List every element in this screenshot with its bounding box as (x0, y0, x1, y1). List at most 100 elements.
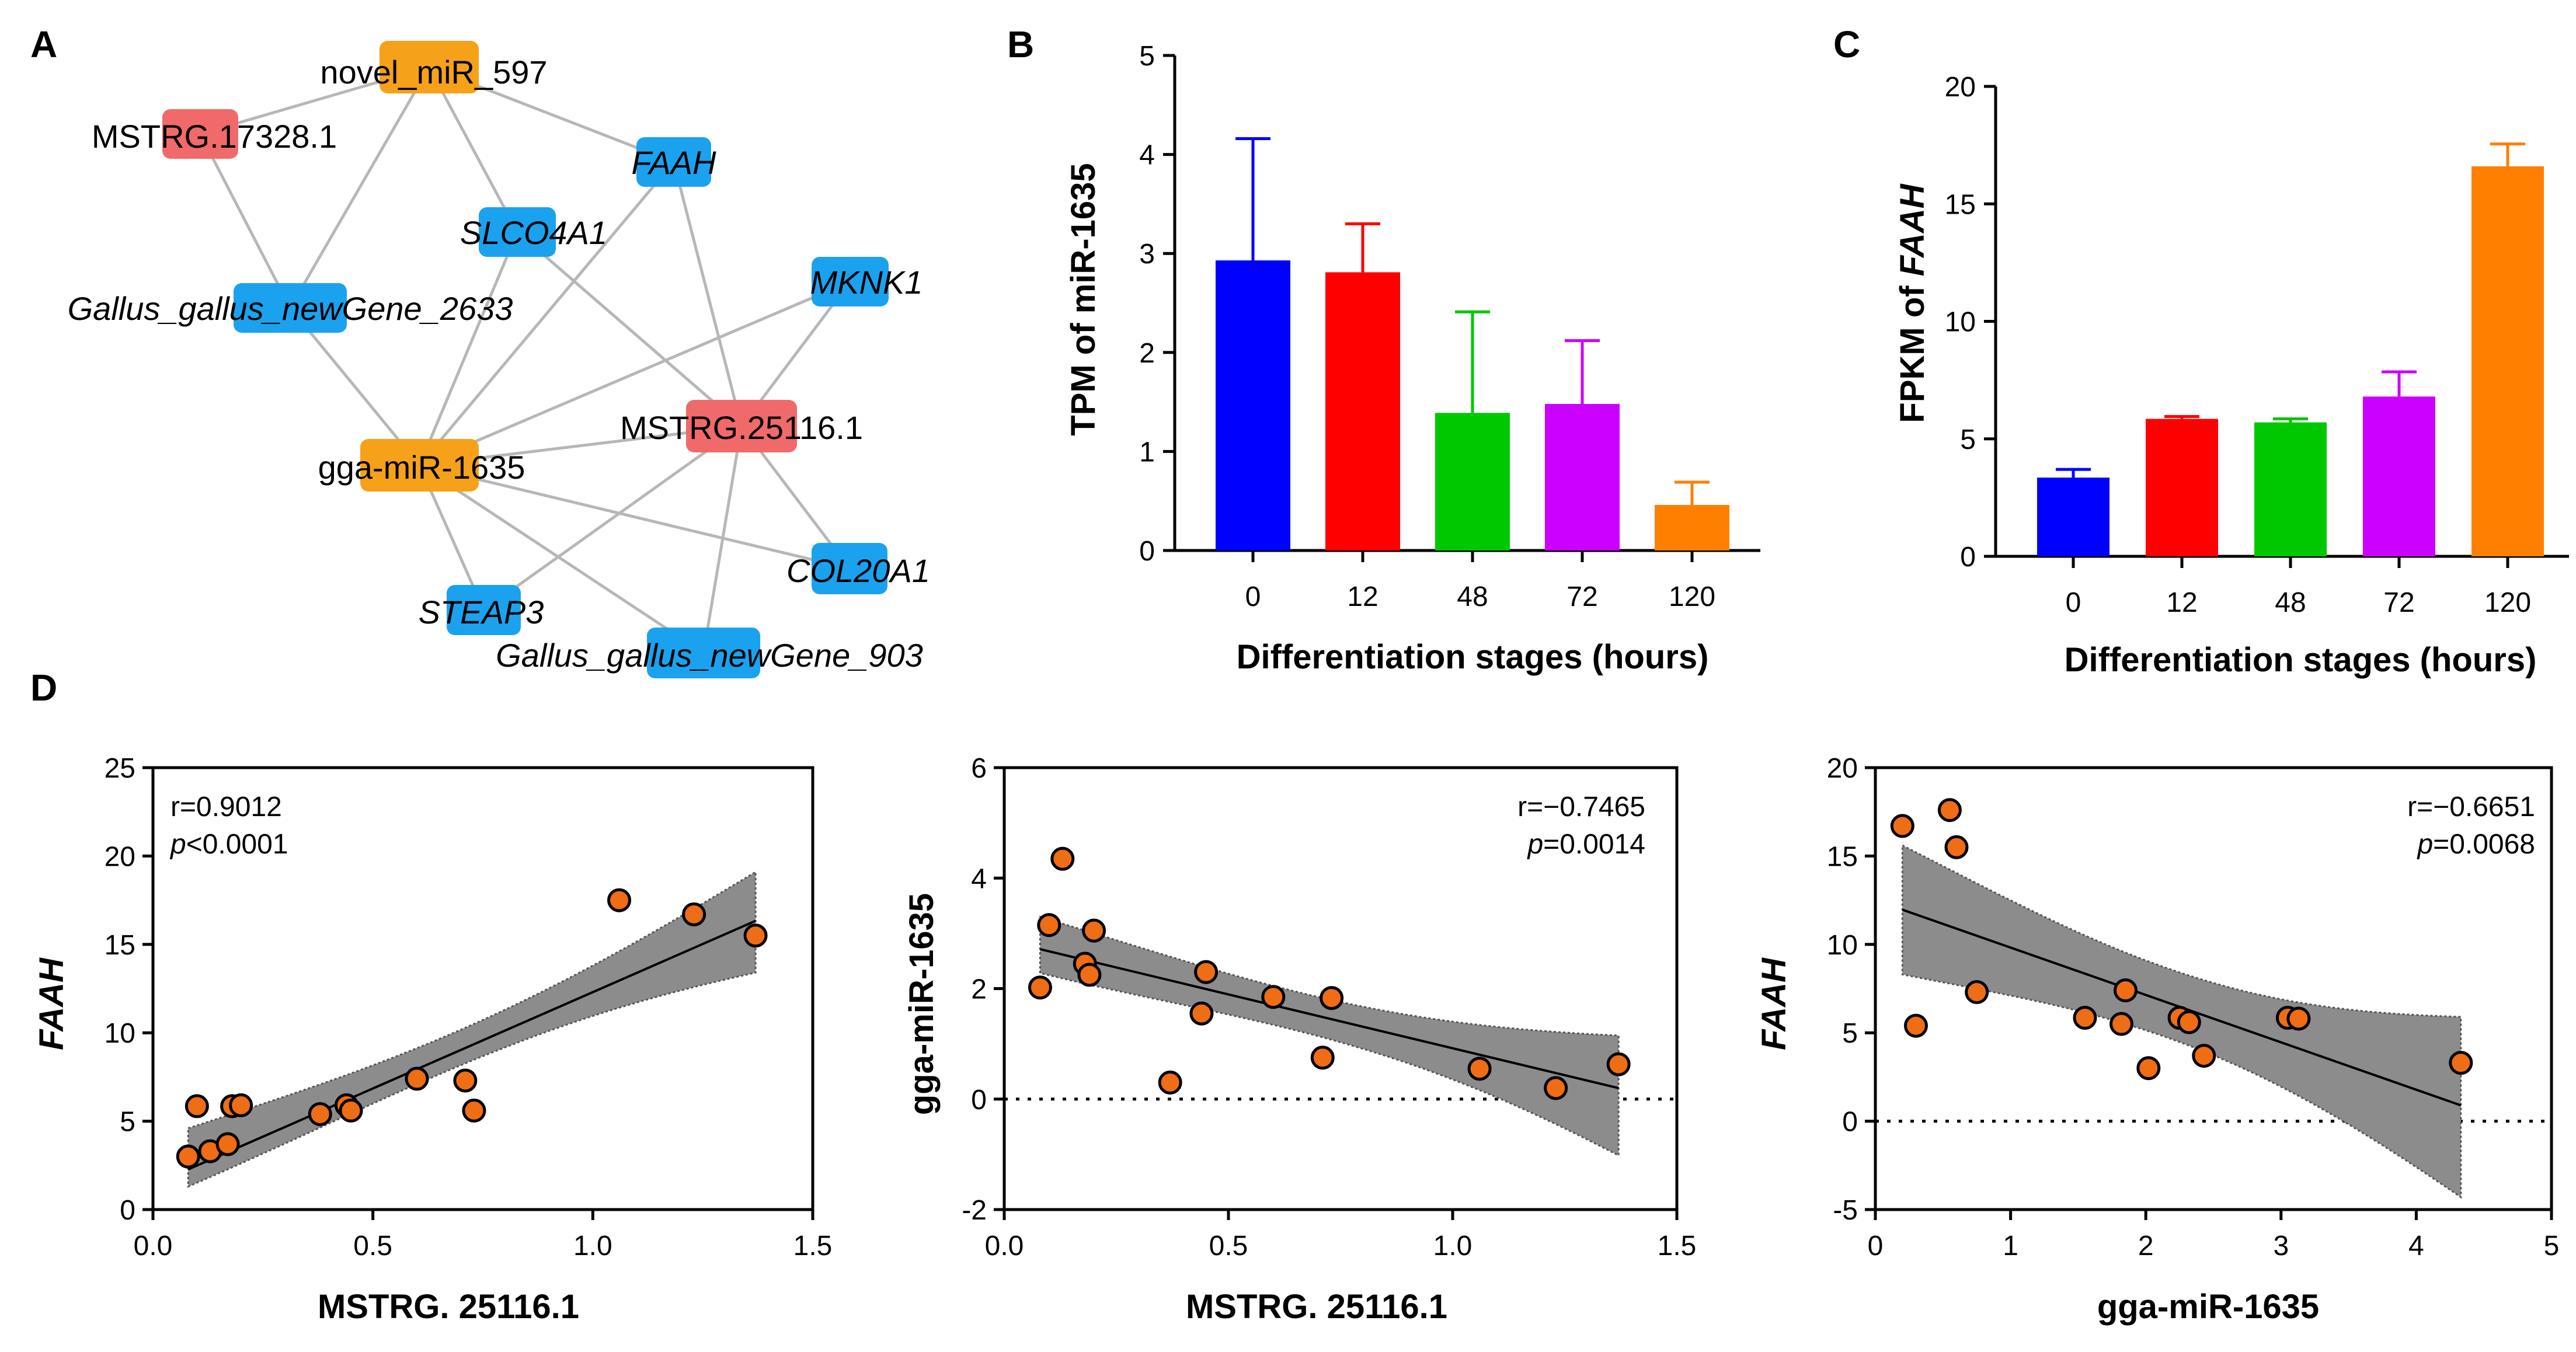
data-point (2286, 1006, 2311, 1031)
data-point (2136, 1056, 2161, 1081)
data-point (1544, 1076, 1568, 1100)
network-node-box (647, 628, 760, 678)
data-point (743, 924, 768, 948)
panel-label-d: D (30, 667, 57, 709)
x-tick-label: 4 (2408, 1231, 2424, 1262)
x-tick-label: 1.0 (573, 1231, 612, 1262)
network-node-label: COL20A1 (786, 552, 930, 589)
network-node-label: Gallus_gallus_newGene_2633 (68, 290, 513, 327)
data-point (1050, 846, 1075, 871)
y-tick-label: 3 (1139, 239, 1155, 270)
network-node-box (479, 207, 556, 257)
chart-d2-stat-p: p=0.0014 (1526, 829, 1645, 860)
plot-frame (151, 766, 814, 1211)
x-tick-label: 0.5 (353, 1231, 392, 1262)
network-nodes: novel_miR_597 MSTRG.17328.1 FAAH SLCO4A1 MKN… (68, 41, 930, 678)
data-point (1158, 1070, 1182, 1095)
network-node-label: gga-miR-1635 (318, 449, 525, 486)
data-point (1467, 1057, 1492, 1081)
y-tick-label: 25 (105, 753, 135, 784)
chart-d3-stat-r: r=−0.6651 (2407, 792, 2535, 823)
y-tick-label: 4 (1139, 140, 1155, 171)
data-point (215, 1132, 240, 1156)
scatter-mir1635-vs-mstrg: gga-miR-1635 MSTRG. 25116.1 r=−0.7465 p=… (903, 753, 1696, 1326)
confidence-band (187, 870, 757, 1188)
network-node-box (360, 439, 479, 492)
network-node-label: SLCO4A1 (460, 214, 607, 251)
x-tick-label: 0 (1868, 1231, 1884, 1262)
data-point (1261, 985, 1286, 1009)
network-edge (419, 280, 851, 467)
bar-48 (2254, 422, 2327, 556)
data-point (1082, 918, 1106, 943)
x-tick-label: 48 (2275, 587, 2306, 618)
network-node-box (234, 283, 347, 333)
x-tick-label: 3 (2273, 1231, 2289, 1262)
data-point (1310, 1046, 1335, 1070)
y-tick-label: 0 (120, 1195, 135, 1226)
x-tick-label: 0.0 (985, 1231, 1024, 1262)
data-point (1606, 1052, 1631, 1076)
x-tick-label: 1.0 (1433, 1231, 1473, 1262)
chart-d1-stat-p-symbol: p (169, 829, 186, 860)
network-edge (418, 231, 519, 466)
network-edge (427, 66, 519, 233)
data-point (1194, 960, 1219, 984)
network-edge (199, 133, 292, 309)
bar-chart-faah-fpkm: FPKM of FAAH Differentiation stages (hou… (1893, 72, 2569, 679)
network-edge (516, 231, 743, 427)
bar-120 (2471, 166, 2544, 557)
network-edge (702, 426, 743, 653)
scatter-faah-vs-mstrg: FAAH MSTRG. 25116.1 r=0.9012 p<0.0001 0 5… (33, 753, 832, 1326)
data-point (229, 1093, 253, 1117)
network-node-box (812, 543, 887, 594)
x-tick-label: 1.5 (793, 1231, 833, 1262)
chart-d3-ylabel: FAAH (1755, 957, 1793, 1050)
regression-line (1039, 947, 1619, 1089)
chart-d3-stat-p-value: =0.0068 (2433, 829, 2535, 860)
network-node-label: MSTRG.17328.1 (92, 118, 337, 155)
y-tick-label: 2 (971, 974, 987, 1005)
data-point (339, 1098, 363, 1123)
x-tick-label: 72 (1567, 581, 1597, 612)
y-tick-label: 5 (120, 1107, 135, 1138)
chart-c-xlabel: Differentiation stages (hours) (2065, 641, 2537, 679)
chart-d3-stat-p-symbol: p (2416, 829, 2433, 860)
chart-d1-stat-p: p<0.0001 (169, 829, 288, 860)
data-point (1937, 798, 1962, 823)
network-edge (288, 66, 431, 309)
data-point (1890, 814, 1914, 838)
x-tick-label: 120 (1669, 581, 1715, 612)
chart-d2-ylabel: gga-miR-1635 (903, 893, 941, 1115)
network-node-label: novel_miR_597 (320, 54, 547, 90)
bar-0 (1216, 260, 1290, 550)
chart-d1-ylabel: FAAH (33, 957, 71, 1050)
network-node-label: MSTRG.25116.1 (620, 409, 863, 446)
y-tick-label: 10 (1827, 930, 1858, 961)
network-panel: novel_miR_597 MSTRG.17328.1 FAAH SLCO4A1 MKN… (68, 41, 930, 678)
network-node-box (162, 109, 238, 159)
plot-frame (1874, 766, 2553, 1211)
x-tick-label: 12 (2166, 587, 2197, 618)
y-tick-label: 6 (971, 753, 987, 784)
bar-12 (1325, 272, 1400, 550)
bar-0 (2037, 478, 2109, 556)
y-tick-label: 15 (1827, 841, 1858, 872)
y-tick-label: 2 (1139, 338, 1155, 369)
data-point (2449, 1051, 2473, 1075)
regression-line (187, 919, 756, 1171)
network-node-label: STEAP3 (419, 594, 544, 630)
network-edge (419, 464, 850, 570)
data-point (308, 1102, 332, 1126)
network-node-box (447, 585, 521, 635)
x-tick-label: 1 (2003, 1231, 2018, 1262)
x-tick-label: 72 (2383, 587, 2414, 618)
y-tick-label: 5 (1842, 1018, 1858, 1049)
network-node-box (812, 257, 889, 306)
y-tick-label: 0 (1842, 1107, 1858, 1138)
bar-120 (1655, 504, 1729, 550)
chart-c-ylabel-gene: FAAH (1893, 183, 1931, 276)
y-tick-label: 20 (1827, 753, 1858, 784)
network-node-label: Gallus_gallus_newGene_903 (496, 637, 923, 674)
